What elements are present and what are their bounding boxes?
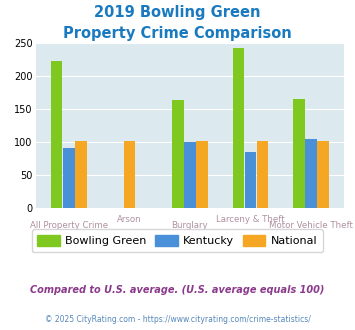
Bar [196, 141, 208, 208]
Bar [257, 141, 268, 208]
Text: All Property Crime: All Property Crime [30, 221, 108, 230]
Text: Property Crime Comparison: Property Crime Comparison [63, 26, 292, 41]
Bar [305, 139, 317, 208]
Text: Larceny & Theft: Larceny & Theft [216, 214, 285, 223]
Bar [51, 61, 62, 208]
Text: 2019 Bowling Green: 2019 Bowling Green [94, 5, 261, 20]
Text: © 2025 CityRating.com - https://www.cityrating.com/crime-statistics/: © 2025 CityRating.com - https://www.city… [45, 315, 310, 324]
Bar [317, 141, 329, 208]
Bar [245, 152, 256, 208]
Legend: Bowling Green, Kentucky, National: Bowling Green, Kentucky, National [32, 229, 323, 252]
Bar [293, 99, 305, 208]
Bar [233, 48, 244, 208]
Bar [184, 142, 196, 208]
Bar [63, 148, 75, 208]
Bar [75, 141, 87, 208]
Text: Compared to U.S. average. (U.S. average equals 100): Compared to U.S. average. (U.S. average … [30, 285, 325, 295]
Text: Burglary: Burglary [171, 221, 208, 230]
Text: Motor Vehicle Theft: Motor Vehicle Theft [269, 221, 353, 230]
Text: Arson: Arson [117, 214, 142, 223]
Bar [124, 141, 135, 208]
Bar [172, 100, 184, 208]
